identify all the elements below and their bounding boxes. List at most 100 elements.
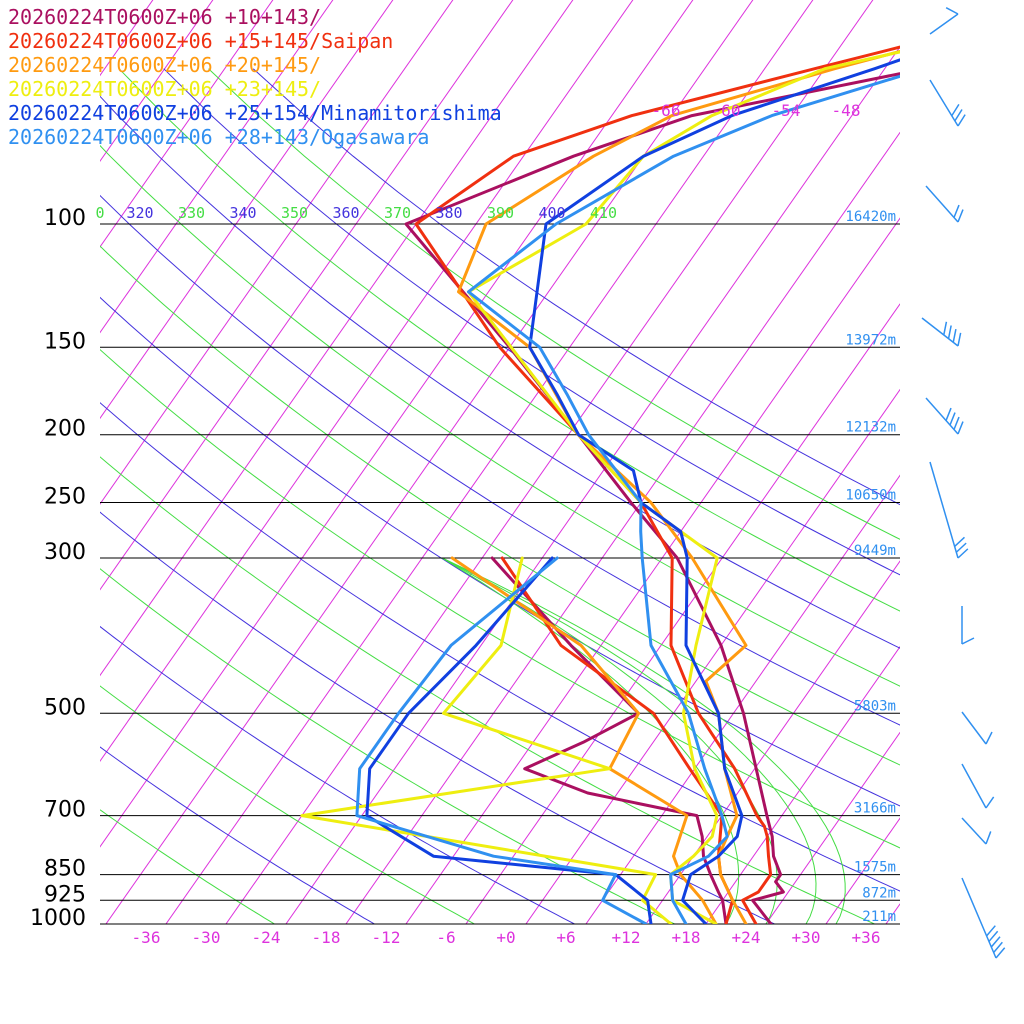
upper-temperature-label: -60: [712, 101, 741, 120]
isotherm-line: [645, 560, 900, 924]
legend: 20260224T0600Z+06 +10+143/20260224T0600Z…: [8, 5, 502, 149]
dry-adiabat-line: [208, 68, 900, 540]
wind-barb-flag: [995, 947, 1006, 959]
isotherm-line: [525, 388, 900, 924]
dewpoint-line-series-5: [365, 556, 653, 924]
upper-temperature-label: -54: [772, 101, 801, 120]
wind-barb-flag: [957, 209, 964, 223]
isotherm-line: [100, 0, 634, 762]
isotherm-line: [585, 474, 900, 924]
isotherm-line: [285, 45, 900, 924]
wind-barb: [929, 79, 966, 127]
height-label: 13972m: [845, 332, 896, 348]
isentrope-label: 410: [590, 204, 617, 222]
wind-barb-flag: [945, 7, 959, 15]
wind-barb-shaft: [961, 817, 987, 845]
dry-adiabat-line: [163, 68, 900, 576]
pressure-tick-label: 150: [44, 329, 86, 354]
wind-barb-flag: [957, 421, 964, 435]
temperature-line-series-4: [467, 50, 900, 924]
wind-barb-flag: [990, 936, 1001, 948]
isentrope-label: 390: [487, 204, 514, 222]
isentrope-label: 340: [229, 204, 256, 222]
height-label: 5803m: [854, 698, 896, 714]
height-label: 10650m: [845, 488, 896, 504]
isotherm-line: [100, 0, 274, 248]
dry-adiabat-line: [100, 625, 576, 924]
isotherm-line: [705, 645, 900, 924]
temperature-tick-label: -12: [372, 928, 401, 947]
wind-barb-flag: [986, 925, 996, 937]
wind-barb: [961, 877, 1006, 959]
wind-barbs: [921, 7, 1006, 959]
isentrope-label: 360: [332, 204, 359, 222]
wind-barb-shaft: [929, 13, 959, 35]
pressure-tick-label: 250: [44, 485, 86, 510]
wind-barb-flag: [943, 321, 948, 336]
wind-barb-flag: [985, 796, 995, 809]
height-label: 12132m: [845, 420, 896, 436]
temperature-line-series-5: [528, 58, 900, 924]
wind-barb: [929, 461, 969, 559]
temperature-line-series-1: [404, 72, 900, 924]
wind-barb: [961, 711, 993, 745]
wind-barb-flag: [961, 637, 975, 645]
isentrope-label: 350: [281, 204, 308, 222]
moist-adiabat-line: [441, 557, 740, 924]
dry-adiabat-line: [252, 68, 900, 506]
temperature-tick-label: -18: [312, 928, 341, 947]
moist-adiabat-line: [441, 557, 817, 924]
pressure-tick-label: 925: [44, 882, 86, 907]
legend-entry: 20260224T0600Z+06 +23+145/: [8, 77, 321, 101]
profile-lines: [300, 45, 900, 924]
dry-adiabat-line: [100, 194, 900, 726]
temperature-tick-label: -30: [192, 928, 221, 947]
temperature-line-series-6: [467, 74, 900, 924]
temperature-tick-label: +6: [556, 928, 575, 947]
isotherm-line: [100, 0, 694, 848]
wind-barb-flag: [988, 930, 999, 942]
wind-barb-flag: [985, 731, 993, 745]
temperature-tick-label: +30: [792, 928, 821, 947]
legend-entry: 20260224T0600Z+06 +20+145/: [8, 53, 321, 77]
wind-barb-flag: [954, 109, 963, 122]
wind-barb: [925, 185, 964, 223]
isotherm-line: [100, 0, 574, 677]
isentrope-label: 320: [126, 204, 153, 222]
wind-barb-flag: [951, 103, 960, 117]
dry-adiabat-line: [100, 685, 476, 924]
temperature-tick-label: -6: [436, 928, 455, 947]
pressure-tick-label: 500: [44, 695, 86, 720]
isotherm-line: [100, 0, 214, 162]
isotherm-line: [100, 0, 514, 591]
wind-barb-flag: [955, 542, 967, 553]
pressure-tick-label: 300: [44, 540, 86, 565]
isotherm-line: [885, 903, 900, 924]
dewpoint-line-series-3: [450, 556, 718, 924]
isotherm-line: [105, 0, 754, 924]
dry-adiabat-line: [100, 402, 900, 892]
legend-entry: 20260224T0600Z+06 +25+154/Minamitorishim…: [8, 101, 502, 125]
dry-adiabat-line: [100, 746, 376, 924]
pressure-tick-label: 200: [44, 417, 86, 442]
dry-adiabat-line: [100, 245, 900, 766]
wind-barb-flag: [945, 407, 952, 421]
height-label: 16420m: [845, 209, 896, 225]
wind-barb-shaft: [925, 397, 959, 435]
wind-barb: [961, 606, 975, 645]
dry-adiabat-line: [100, 809, 276, 924]
isotherm-line: [100, 0, 334, 334]
isotherm-line: [405, 217, 900, 924]
isotherm-line: [100, 0, 394, 420]
wind-barb-shaft: [961, 763, 987, 809]
temperature-line-series-2: [414, 45, 900, 924]
wind-barb-flag: [947, 325, 952, 339]
dry-adiabat-line: [118, 68, 900, 612]
pressure-tick-label: 850: [44, 857, 86, 882]
wind-barb-flag: [957, 548, 969, 559]
isotherm-line: [345, 131, 900, 924]
wind-barb-flag: [953, 416, 960, 430]
temperature-tick-label: +24: [732, 928, 761, 947]
